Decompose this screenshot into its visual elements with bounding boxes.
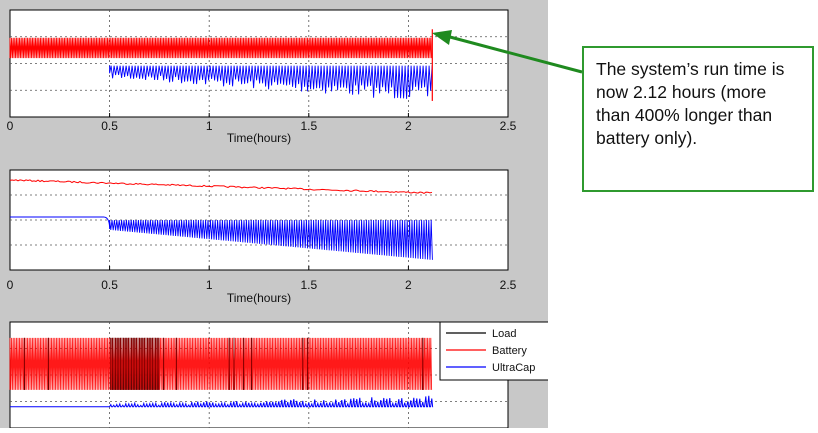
plots-canvas: 0 0.5 1 1.5 2 2.5 Time(hours) 0 0.5 1 1.5 2 2.5 Time(… [7,9,551,429]
plot-area-1 [9,9,509,118]
chart-2: 0 0.5 1 1.5 2 2.5 Time(hours) [7,169,517,305]
x-tick-label: 1.5 [300,119,317,133]
x-tick-label: 2.5 [500,119,517,133]
x-tick-label: 2.5 [500,278,517,292]
legend-label-ultracap: UltraCap [492,362,535,374]
series-battery-line [9,179,433,194]
legend-label-battery: Battery [492,345,527,357]
legend-box [439,321,551,381]
x-axis-label: Time(hours) [227,291,291,305]
x-tick-label: 1.5 [300,278,317,292]
x-axis-label: Time(hours) [227,131,291,145]
callout-box: The system’s run time is now 2.12 hours … [582,46,814,192]
series-battery-line [9,337,433,390]
x-tick-label: 1 [206,278,213,292]
legend-label-load: Load [492,328,516,340]
x-tick-label: 0.5 [101,278,118,292]
figure-panel: 0 0.5 1 1.5 2 2.5 Time(hours) 0 0.5 1 1.5 2 2.5 Time(… [0,0,551,429]
x-tick-label: 2 [405,278,412,292]
x-tick-label: 2 [405,119,412,133]
series-ultracap-line [109,65,433,99]
series-ultracap-line [10,216,433,260]
callout-text: The system’s run time is now 2.12 hours … [596,59,785,148]
x-tick-label: 0 [7,119,14,133]
series-battery-line [9,37,433,59]
series-ultracap-line [10,395,434,408]
series-load-overlay [23,337,424,390]
x-tick-label: 1 [206,119,213,133]
legend: Load Battery UltraCap [439,321,551,381]
plot-area-2 [9,169,509,271]
chart-3: Load Battery UltraCap [9,321,551,429]
x-tick-label: 0 [7,278,14,292]
x-tick-label: 0.5 [101,119,118,133]
chart-1: 0 0.5 1 1.5 2 2.5 Time(hours) [7,9,517,145]
